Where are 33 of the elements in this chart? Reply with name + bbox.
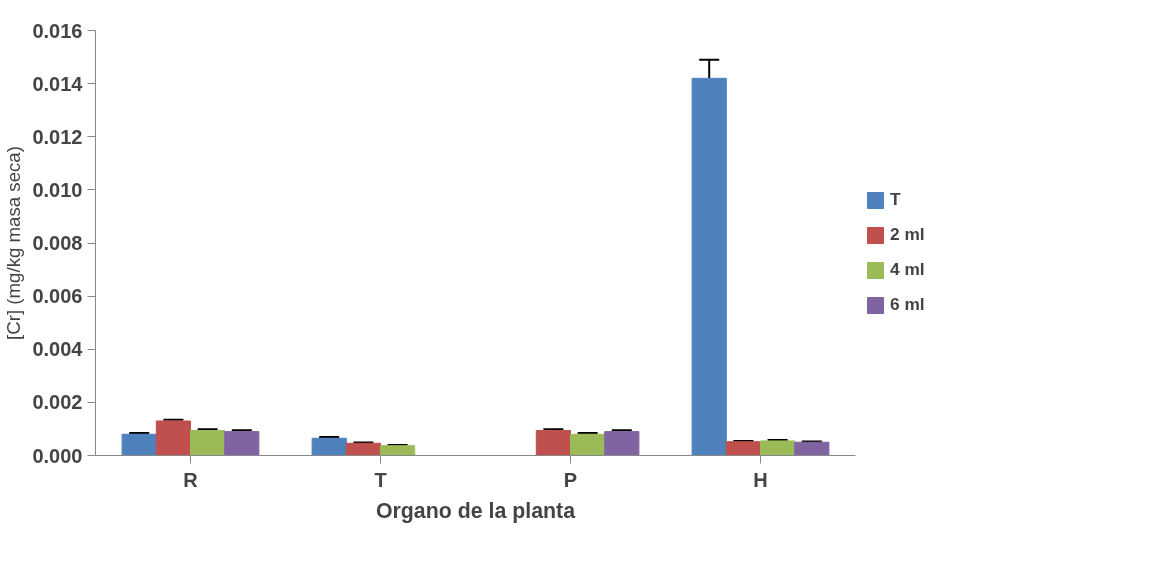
bar	[311, 437, 347, 456]
legend-label: 4 ml	[890, 259, 925, 280]
legend-label: 2 ml	[890, 224, 925, 245]
y-tick-label: 0.008	[32, 232, 83, 254]
legend-label: 6 ml	[890, 294, 925, 315]
bar	[345, 442, 381, 456]
bar	[155, 420, 191, 456]
bar	[535, 430, 571, 456]
x-axis-title: Organo de la planta	[375, 498, 576, 523]
y-tick-label: 0.010	[32, 178, 83, 201]
bar	[691, 77, 727, 456]
bar	[604, 431, 640, 456]
y-tick-label: 0.016	[32, 19, 83, 42]
y-tick-label: 0.012	[32, 125, 83, 148]
bar	[224, 431, 260, 456]
x-tick-label: R	[183, 468, 199, 491]
y-tick-label: 0.006	[32, 285, 83, 308]
x-tick-label: H	[753, 468, 768, 491]
bar	[570, 433, 606, 456]
y-tick-label: 0.014	[32, 72, 84, 95]
y-tick-label: 0.000	[32, 444, 83, 467]
bar	[794, 441, 830, 456]
y-axis-title: [Cr] (mg/kg masa seca)	[3, 146, 25, 340]
bar	[380, 445, 416, 456]
y-tick-label: 0.002	[32, 391, 83, 414]
x-tick-label: T	[374, 468, 387, 491]
y-tick-label: 0.004	[32, 338, 84, 361]
bar	[760, 440, 796, 456]
x-tick-label: P	[563, 468, 578, 491]
bar	[121, 433, 157, 456]
bar	[725, 441, 761, 456]
legend-label: T	[890, 189, 902, 210]
bar	[190, 430, 226, 456]
